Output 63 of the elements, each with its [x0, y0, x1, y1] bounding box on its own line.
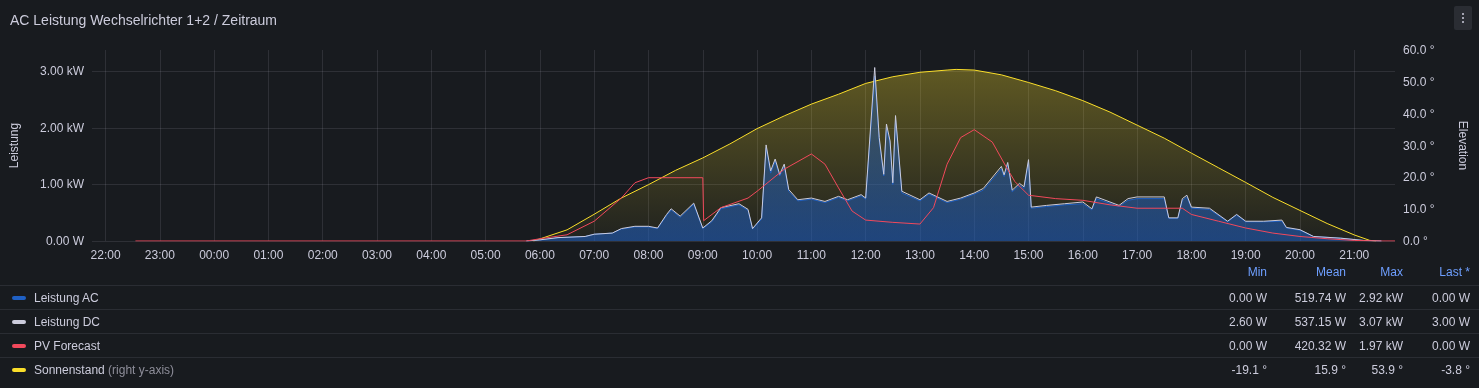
text: (right y-axis) [107, 363, 175, 377]
legend-label: Leistung AC [34, 291, 99, 305]
x-tick-label: 12:00 [850, 248, 881, 262]
x-tick-label: 13:00 [904, 248, 936, 262]
text: 0.00 W [1431, 339, 1470, 353]
text: 0.00 W [1431, 291, 1470, 305]
x-tick-label: 09:00 [687, 248, 719, 262]
y2-tick-label: 40.0 ° [1403, 106, 1435, 121]
x-tick-label: 06:00 [524, 248, 556, 262]
y-tick-label: 2.00 kW [39, 120, 85, 135]
text: -3.8 ° [1441, 363, 1470, 377]
x-tick-label: 05:00 [470, 248, 501, 262]
text: 0.00 W [1228, 291, 1267, 305]
x-tick-label: 02:00 [307, 248, 339, 262]
y-tick-label: 0.00 W [45, 234, 85, 248]
chart-title: AC Leistung Wechselrichter 1+2 / Zeitraum [10, 12, 278, 28]
x-tick-label: 15:00 [1013, 248, 1044, 262]
x-tick-label: 00:00 [199, 248, 230, 262]
text: 519.74 W [1294, 291, 1346, 305]
x-tick-label: 20:00 [1284, 248, 1316, 262]
y2-tick-label: 30.0 ° [1403, 138, 1435, 153]
text: 15.9 ° [1314, 363, 1346, 377]
x-tick-label: 16:00 [1067, 248, 1099, 262]
legend-label: Leistung DC [34, 315, 101, 329]
y-axis-title: Leistung [7, 122, 21, 169]
y-tick-label: 3.00 kW [39, 64, 85, 79]
y-tick-label: 1.00 kW [39, 177, 85, 192]
text: 53.9 ° [1371, 363, 1403, 377]
text: 2.60 W [1228, 315, 1267, 329]
x-tick-label: 14:00 [959, 248, 990, 262]
y2-tick-label: 20.0 ° [1403, 170, 1435, 185]
y2-tick-label: 10.0 ° [1403, 202, 1435, 217]
x-tick-label: 22:00 [90, 248, 121, 262]
x-tick-label: 19:00 [1230, 248, 1262, 262]
x-tick-label: 18:00 [1176, 248, 1207, 262]
y2-tick-label: 60.0 ° [1403, 43, 1435, 57]
x-tick-label: 03:00 [362, 248, 393, 262]
x-tick-label: 01:00 [253, 248, 284, 262]
x-tick-label: 10:00 [742, 248, 773, 262]
y2-tick-label: 0.0 ° [1403, 234, 1429, 248]
y2-axis-title: Elevation [1456, 120, 1470, 171]
legend-label: Sonnenstand [34, 363, 105, 377]
text: 1.97 kW [1358, 339, 1403, 353]
text: Mean [1315, 265, 1346, 279]
text: 420.32 W [1294, 339, 1346, 353]
text: -19.1 ° [1231, 363, 1267, 377]
x-tick-label: 08:00 [633, 248, 664, 262]
x-tick-label: 21:00 [1339, 248, 1370, 262]
text: 2.92 kW [1358, 291, 1403, 305]
text: 537.15 W [1294, 315, 1346, 329]
text: Last * [1439, 265, 1470, 279]
x-tick-label: 07:00 [579, 248, 610, 262]
legend-label: PV Forecast [34, 339, 101, 353]
text: 0.00 W [1228, 339, 1267, 353]
x-tick-label: 04:00 [416, 248, 447, 262]
text: 3.00 W [1431, 315, 1470, 329]
text: Max [1380, 265, 1403, 279]
y2-tick-label: 50.0 ° [1403, 74, 1435, 89]
x-tick-label: 23:00 [144, 248, 176, 262]
text: 3.07 kW [1358, 315, 1403, 329]
text: Min [1247, 265, 1267, 279]
x-tick-label: 17:00 [1122, 248, 1153, 262]
x-tick-label: 11:00 [796, 248, 827, 262]
